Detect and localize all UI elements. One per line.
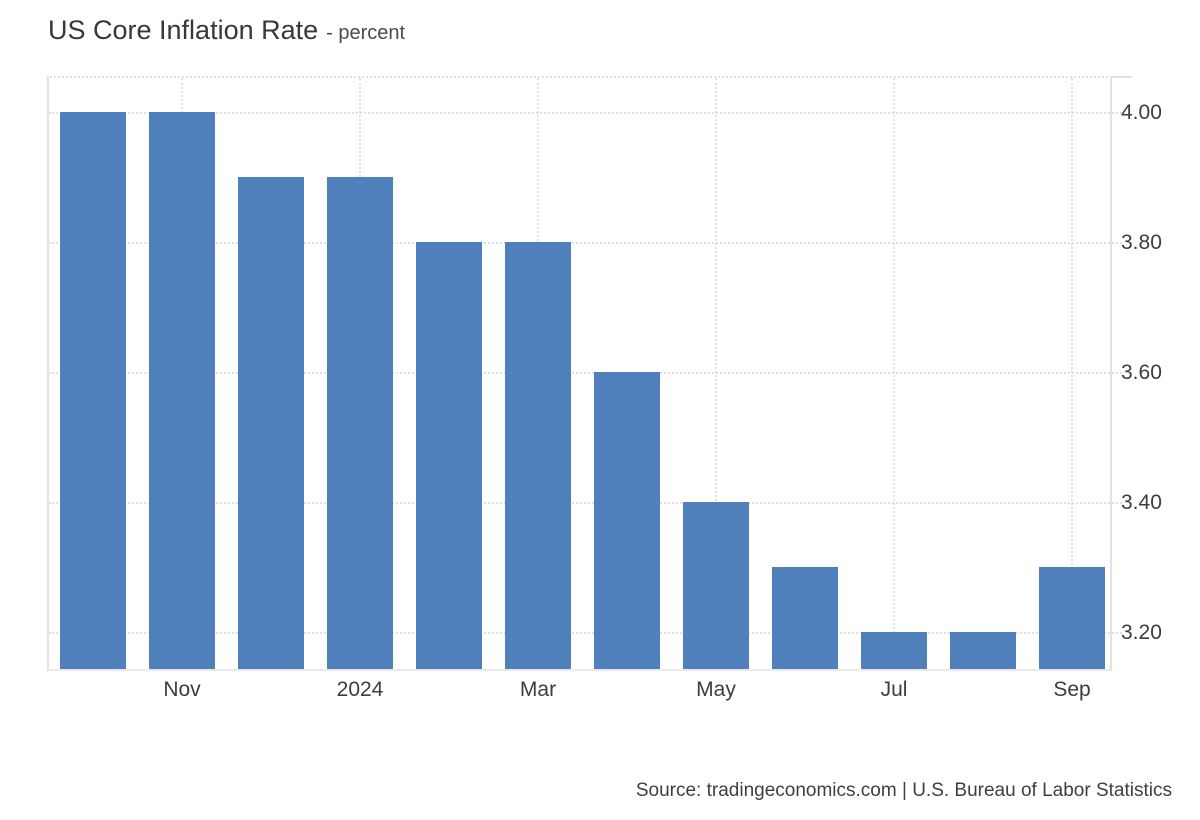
h-gridline bbox=[49, 632, 1122, 634]
y-tick-label: 3.40 bbox=[1121, 491, 1162, 514]
x-tick-label: Sep bbox=[1053, 678, 1091, 701]
x-tick-label: 2024 bbox=[336, 678, 384, 701]
h-gridline bbox=[49, 372, 1122, 374]
x-tick-label: Mar bbox=[519, 678, 557, 701]
v-gridline bbox=[893, 78, 895, 669]
bar bbox=[416, 242, 482, 669]
bar bbox=[327, 177, 393, 669]
bar bbox=[238, 177, 304, 669]
bar bbox=[772, 567, 838, 669]
bar bbox=[861, 632, 927, 669]
v-gridline bbox=[1071, 78, 1073, 669]
chart-title: US Core Inflation Rate bbox=[48, 15, 319, 45]
h-gridline bbox=[49, 242, 1122, 244]
plot-area bbox=[47, 76, 1122, 671]
x-tick-label: May bbox=[696, 678, 736, 701]
source-attribution: Source: tradingeconomics.com | U.S. Bure… bbox=[635, 780, 1172, 801]
h-gridline bbox=[49, 112, 1122, 114]
bar bbox=[594, 372, 660, 669]
bar bbox=[60, 112, 126, 669]
y-tick-label: 3.20 bbox=[1121, 621, 1162, 644]
bar bbox=[149, 112, 215, 669]
bar bbox=[950, 632, 1016, 669]
axis-corner-tick bbox=[1110, 76, 1132, 78]
x-tick-label: Jul bbox=[880, 678, 908, 701]
chart-subtitle: - percent bbox=[326, 22, 406, 44]
h-gridline bbox=[49, 502, 1122, 504]
bar bbox=[683, 502, 749, 669]
x-tick-label: Nov bbox=[163, 678, 201, 701]
bar bbox=[505, 242, 571, 669]
y-tick-label: 4.00 bbox=[1121, 101, 1162, 124]
bar bbox=[1039, 567, 1105, 669]
v-gridline bbox=[715, 78, 717, 669]
y-tick-label: 3.80 bbox=[1121, 231, 1162, 254]
y-tick-label: 3.60 bbox=[1121, 361, 1162, 384]
chart-header: US Core Inflation Rate - percent bbox=[48, 14, 405, 46]
